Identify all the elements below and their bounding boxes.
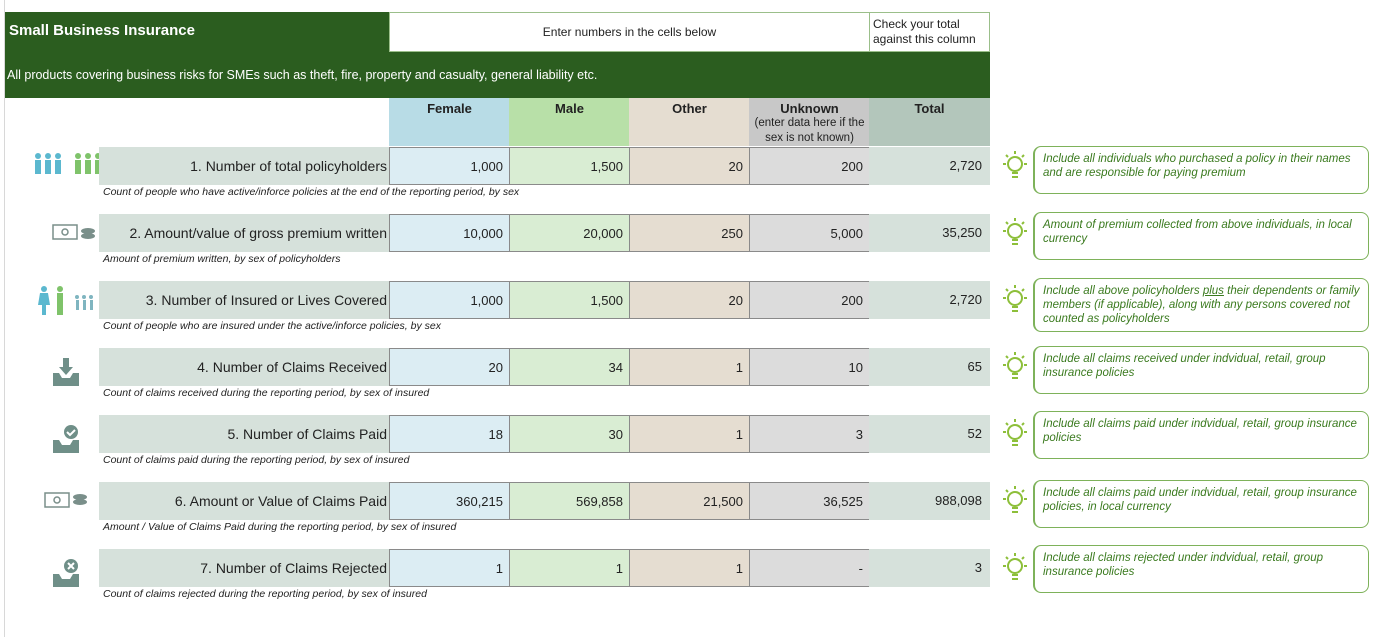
cell-other[interactable]: 20 [629, 147, 750, 185]
cell-other[interactable]: 1 [629, 549, 750, 587]
cell-total: 52 [869, 415, 990, 453]
tip-box: Include all claims received under indvid… [1033, 346, 1369, 394]
row-label: 6. Amount or Value of Claims Paid [99, 482, 389, 520]
inbox-check-icon [50, 422, 120, 458]
page-title: Small Business Insurance [5, 12, 389, 52]
lightbulb-icon [1000, 418, 1030, 452]
tip-box: Include all above policyholders plus the… [1033, 278, 1369, 332]
lightbulb-icon [1000, 351, 1030, 385]
inbox-download-icon [50, 355, 120, 391]
column-header-total: Total [869, 98, 990, 146]
money-icon [50, 217, 120, 253]
family-icon [36, 284, 106, 320]
cell-female[interactable]: 10,000 [389, 214, 510, 252]
check-total-note: Check your total against this column [869, 12, 990, 52]
sheet-left-gutter [0, 0, 5, 637]
cell-male[interactable]: 20,000 [509, 214, 630, 252]
cell-male[interactable]: 569,858 [509, 482, 630, 520]
lightbulb-icon [1000, 217, 1030, 251]
row-description: Amount of premium written, by sex of pol… [103, 253, 341, 265]
row-label: 1. Number of total policyholders [99, 147, 389, 185]
cell-female[interactable]: 360,215 [389, 482, 510, 520]
tip-box: Include all claims paid under indvidual,… [1033, 411, 1369, 459]
cell-unknown[interactable]: 10 [749, 348, 870, 386]
lightbulb-icon [1000, 485, 1030, 519]
cell-male[interactable]: 1 [509, 549, 630, 587]
tip-box: Amount of premium collected from above i… [1033, 212, 1369, 260]
cell-unknown[interactable]: 200 [749, 147, 870, 185]
people-icon [30, 150, 101, 186]
tip-box: Include all claims rejected under indvid… [1033, 545, 1369, 593]
cell-male[interactable]: 1,500 [509, 147, 630, 185]
cell-female[interactable]: 20 [389, 348, 510, 386]
row-label: 3. Number of Insured or Lives Covered [99, 281, 389, 319]
cell-other[interactable]: 20 [629, 281, 750, 319]
row-label: 2. Amount/value of gross premium written [99, 214, 389, 252]
column-header-unknown: Unknown (enter data here if the sex is no… [749, 98, 870, 146]
cell-other[interactable]: 1 [629, 348, 750, 386]
row-description: Count of claims received during the repo… [103, 387, 430, 399]
instruction-cell: Enter numbers in the cells below [389, 12, 870, 52]
column-header-female: Female [389, 98, 510, 146]
cell-unknown[interactable]: 3 [749, 415, 870, 453]
tip-box: Include all claims paid under indvidual,… [1033, 480, 1369, 528]
cell-total: 3 [869, 549, 990, 587]
row-label: 5. Number of Claims Paid [99, 415, 389, 453]
lightbulb-icon [1000, 552, 1030, 586]
cell-other[interactable]: 250 [629, 214, 750, 252]
product-description: All products covering business risks for… [5, 52, 990, 98]
cell-male[interactable]: 30 [509, 415, 630, 453]
unknown-column-note: (enter data here if the sex is not known… [754, 117, 865, 144]
cell-unknown[interactable]: 5,000 [749, 214, 870, 252]
cell-total: 65 [869, 348, 990, 386]
cell-female[interactable]: 1 [389, 549, 510, 587]
cell-total: 988,098 [869, 482, 990, 520]
lightbulb-icon [1000, 284, 1030, 318]
cell-total: 2,720 [869, 281, 990, 319]
row-label: 4. Number of Claims Received [99, 348, 389, 386]
row-description: Count of people who are insured under th… [103, 320, 441, 332]
cell-unknown[interactable]: - [749, 549, 870, 587]
cell-female[interactable]: 1,000 [389, 147, 510, 185]
lightbulb-icon [1000, 150, 1030, 184]
column-header-other: Other [629, 98, 750, 146]
cell-female[interactable]: 18 [389, 415, 510, 453]
row-description: Count of claims rejected during the repo… [103, 588, 427, 600]
cell-unknown[interactable]: 200 [749, 281, 870, 319]
column-header-male: Male [509, 98, 630, 146]
cell-other[interactable]: 21,500 [629, 482, 750, 520]
cell-unknown[interactable]: 36,525 [749, 482, 870, 520]
tip-box: Include all individuals who purchased a … [1033, 146, 1369, 194]
row-label: 7. Number of Claims Rejected [99, 549, 389, 587]
row-description: Count of people who have active/inforce … [103, 186, 520, 198]
row-description: Count of claims paid during the reportin… [103, 454, 410, 466]
cell-total: 35,250 [869, 214, 990, 252]
cell-male[interactable]: 34 [509, 348, 630, 386]
cell-male[interactable]: 1,500 [509, 281, 630, 319]
money-icon [42, 485, 112, 521]
inbox-reject-icon [50, 556, 120, 592]
row-description: Amount / Value of Claims Paid during the… [103, 521, 457, 533]
cell-other[interactable]: 1 [629, 415, 750, 453]
cell-female[interactable]: 1,000 [389, 281, 510, 319]
cell-total: 2,720 [869, 147, 990, 185]
